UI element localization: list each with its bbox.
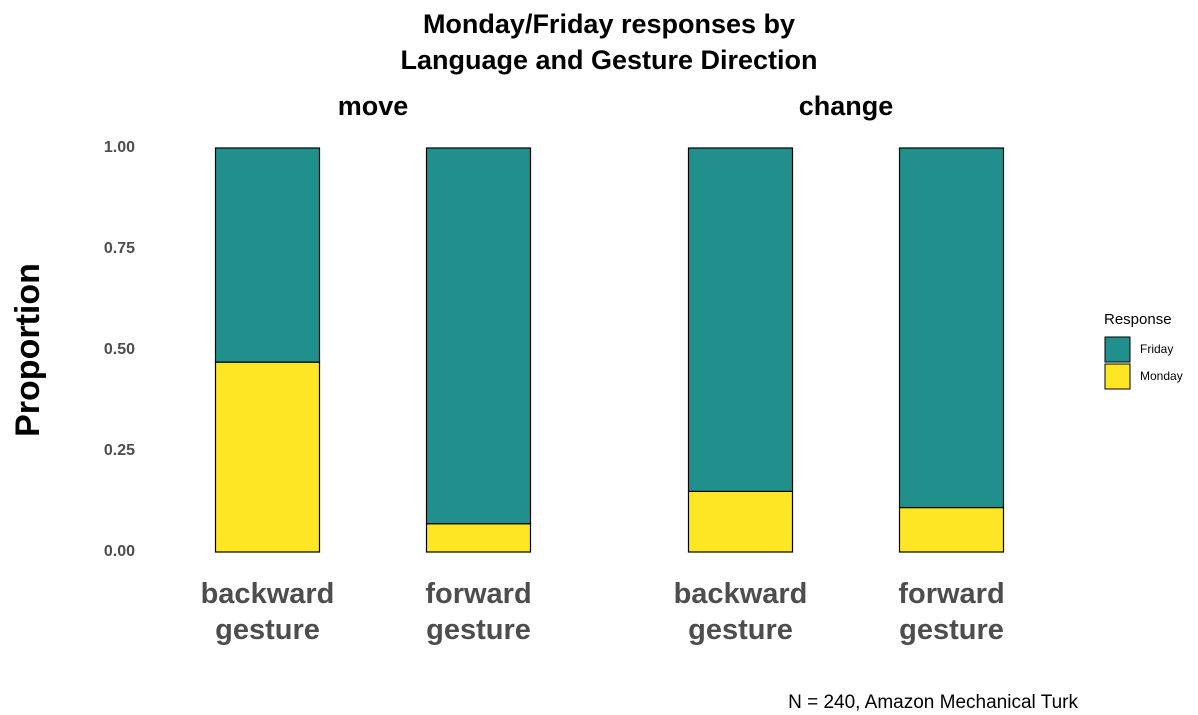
bar-segment xyxy=(687,147,794,492)
bar-segment xyxy=(425,147,532,525)
chart-title: Monday/Friday responses by Language and … xyxy=(400,9,818,75)
x-tick-label: backward gesture xyxy=(200,578,335,646)
legend-title: Response xyxy=(1104,311,1172,328)
caption: N = 240, Amazon Mechanical Turk xyxy=(788,692,1078,713)
bar-segment xyxy=(898,147,1005,509)
facet-title: move xyxy=(338,91,409,121)
legend-key xyxy=(1104,363,1131,390)
bar-segment xyxy=(214,147,321,363)
y-tick-label: 0.50 xyxy=(104,341,135,358)
x-tick-label: forward gesture xyxy=(425,578,532,646)
legend-label: Monday xyxy=(1140,369,1183,383)
y-axis-label: Proportion xyxy=(9,263,47,437)
legend-label: Friday xyxy=(1140,342,1173,356)
x-tick-label: forward gesture xyxy=(898,578,1005,646)
bar-segment xyxy=(425,523,532,553)
legend-key xyxy=(1104,336,1131,363)
facet-title: change xyxy=(799,91,894,121)
y-tick-label: 0.25 xyxy=(104,442,135,459)
bar-segment xyxy=(898,506,1005,553)
y-tick-label: 0.00 xyxy=(104,543,135,560)
bar-segment xyxy=(214,361,321,553)
y-tick-label: 1.00 xyxy=(104,139,135,156)
y-tick-label: 0.75 xyxy=(104,240,135,257)
bar-segment xyxy=(687,490,794,553)
x-tick-label: backward gesture xyxy=(673,578,808,646)
